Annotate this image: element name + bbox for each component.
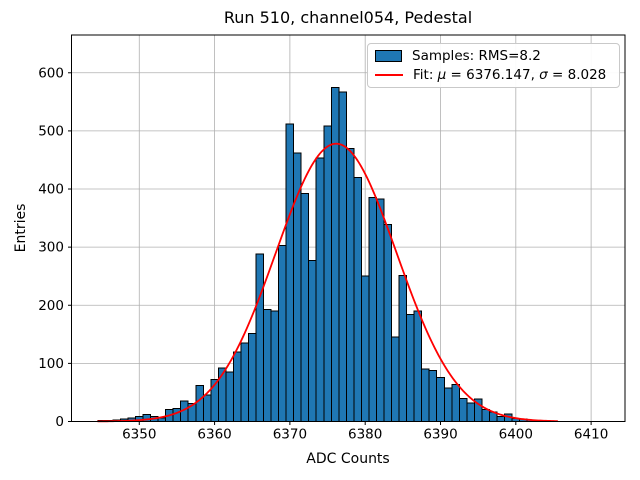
histogram-bar — [338, 91, 347, 423]
histogram-bar — [481, 408, 490, 423]
histogram-bar — [451, 383, 460, 422]
histogram-bar — [255, 253, 265, 422]
axes-border — [71, 34, 626, 422]
histogram-bar — [240, 342, 249, 422]
x-tick-label: 6390 — [423, 427, 457, 443]
x-axis-label: ADC Counts — [306, 451, 390, 467]
histogram-bar — [232, 351, 242, 423]
histogram-bar — [285, 123, 295, 422]
fit-curve — [96, 142, 559, 423]
histogram-bar — [436, 376, 445, 423]
y-tick-label: 600 — [38, 65, 64, 81]
histogram-bar — [443, 387, 453, 422]
y-axis-label: Entries — [13, 203, 29, 253]
legend-samples-label: Samples: RMS=8.2 — [412, 47, 541, 64]
histogram-bar — [383, 223, 393, 422]
histogram-bar — [330, 86, 340, 423]
chart-title: Run 510, channel054, Pedestal — [223, 8, 473, 27]
y-tick-label: 100 — [38, 356, 64, 372]
histogram-bar — [368, 197, 377, 422]
histogram-bar — [247, 333, 257, 422]
y-tick-label: 400 — [38, 182, 64, 198]
mu-symbol: μ — [437, 67, 447, 84]
histogram-bar — [353, 176, 362, 422]
x-tick-label: 6380 — [348, 427, 382, 443]
histogram-bar — [458, 397, 468, 423]
legend-fit-label: Fit: μ = 6376.147, σ = 8.028 — [413, 67, 606, 83]
x-tick-label: 6410 — [574, 427, 608, 443]
histogram-bar — [375, 198, 385, 422]
y-tick-label: 500 — [38, 123, 64, 139]
legend-fit-sigma-value: = 8.028 — [547, 67, 607, 84]
x-tick-label: 6400 — [499, 427, 533, 443]
x-tick-label: 6350 — [122, 427, 156, 443]
histogram-bar — [496, 415, 506, 422]
histogram-bar — [202, 394, 212, 422]
histogram-bar — [195, 384, 204, 423]
fit-line-icon — [375, 74, 403, 77]
legend-fit-prefix: Fit: — [413, 67, 438, 84]
legend-fit-mu-value: = 6376.147, — [446, 67, 540, 84]
legend-entry-fit: Fit: μ = 6376.147, σ = 8.028 — [368, 66, 619, 86]
histogram-swatch-icon — [375, 49, 402, 62]
histogram-bar — [300, 193, 310, 422]
histogram-bar — [413, 310, 423, 423]
histogram-bar — [421, 368, 430, 423]
y-tick-label: 200 — [38, 298, 64, 314]
histogram-bar — [406, 314, 415, 423]
legend: Samples: RMS=8.2 Fit: μ = 6376.147, σ = … — [367, 43, 620, 88]
histogram-bar — [323, 125, 332, 422]
y-tick-label: 300 — [38, 240, 64, 256]
y-tick-label: 0 — [55, 414, 64, 430]
histogram-bar — [308, 260, 317, 423]
histogram-bar — [270, 310, 280, 423]
histogram-bar — [225, 371, 234, 423]
x-tick-label: 6360 — [197, 427, 231, 443]
x-tick-label: 6370 — [273, 427, 307, 443]
histogram-bar — [428, 369, 438, 422]
histogram-bar — [345, 147, 355, 422]
histogram-bar — [172, 408, 182, 422]
sigma-symbol: σ — [539, 67, 548, 84]
histogram-bar — [263, 308, 272, 422]
histogram-bar — [360, 275, 370, 422]
histogram-bar — [398, 275, 408, 422]
histogram-bar — [466, 402, 475, 422]
histogram-bar — [315, 157, 325, 423]
legend-entry-samples: Samples: RMS=8.2 — [368, 46, 619, 66]
histogram-bar — [278, 244, 287, 422]
histogram-bar — [391, 336, 400, 422]
